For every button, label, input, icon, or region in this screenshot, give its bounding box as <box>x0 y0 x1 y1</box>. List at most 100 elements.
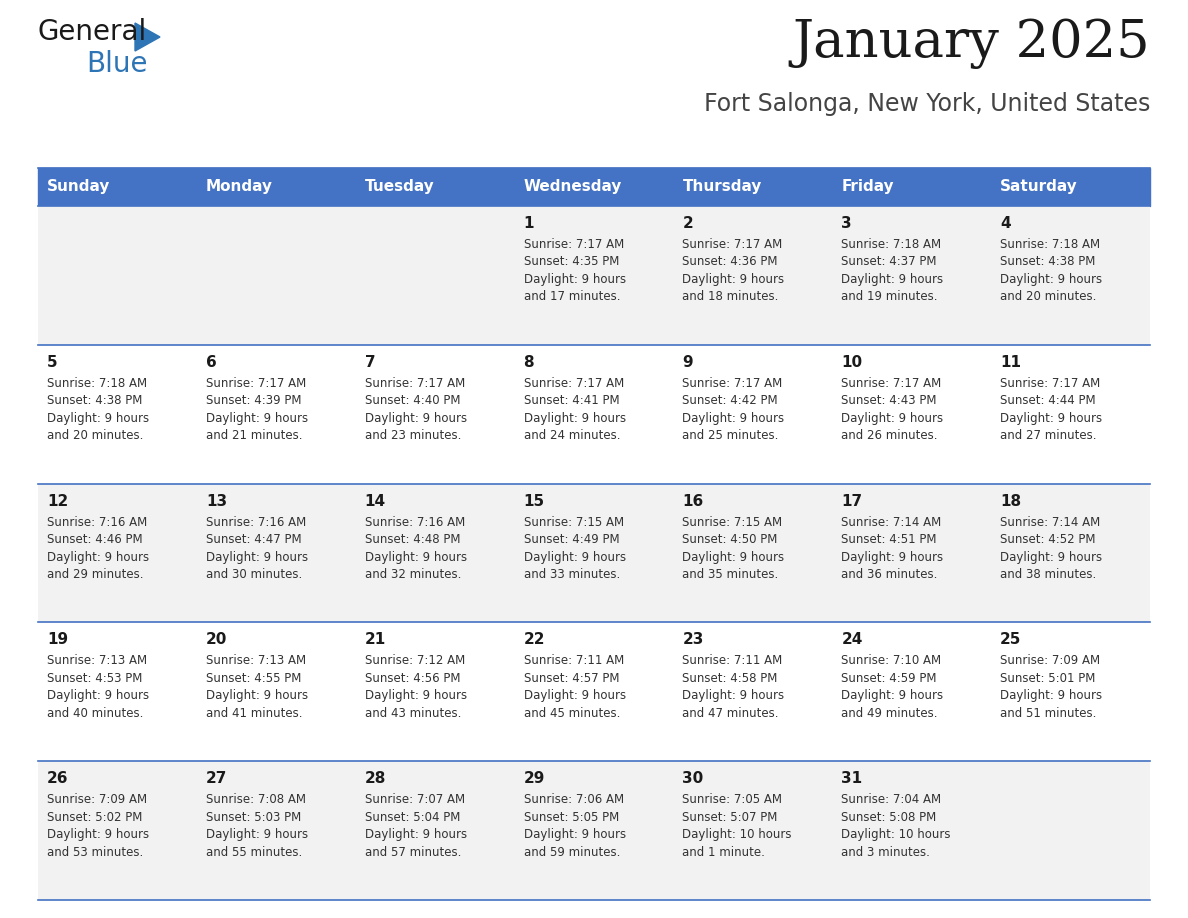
Text: 25: 25 <box>1000 633 1022 647</box>
Text: Daylight: 10 hours: Daylight: 10 hours <box>841 828 950 841</box>
Text: and 36 minutes.: and 36 minutes. <box>841 568 937 581</box>
Text: and 59 minutes.: and 59 minutes. <box>524 845 620 858</box>
Text: Sunrise: 7:17 AM: Sunrise: 7:17 AM <box>524 376 624 390</box>
Text: 14: 14 <box>365 494 386 509</box>
Text: Sunset: 4:39 PM: Sunset: 4:39 PM <box>206 395 302 408</box>
Polygon shape <box>135 23 160 51</box>
Text: 9: 9 <box>682 354 693 370</box>
Text: and 1 minute.: and 1 minute. <box>682 845 765 858</box>
Text: Sunrise: 7:18 AM: Sunrise: 7:18 AM <box>841 238 941 251</box>
Text: and 43 minutes.: and 43 minutes. <box>365 707 461 720</box>
Text: Sunrise: 7:16 AM: Sunrise: 7:16 AM <box>48 516 147 529</box>
Text: and 20 minutes.: and 20 minutes. <box>48 430 144 442</box>
Text: Sunset: 4:38 PM: Sunset: 4:38 PM <box>1000 255 1095 268</box>
Text: and 53 minutes.: and 53 minutes. <box>48 845 144 858</box>
Text: Sunset: 4:49 PM: Sunset: 4:49 PM <box>524 533 619 546</box>
Text: and 47 minutes.: and 47 minutes. <box>682 707 779 720</box>
Text: Sunset: 4:38 PM: Sunset: 4:38 PM <box>48 395 143 408</box>
Text: Sunset: 4:58 PM: Sunset: 4:58 PM <box>682 672 778 685</box>
Text: Sunset: 5:07 PM: Sunset: 5:07 PM <box>682 811 778 823</box>
Text: Daylight: 9 hours: Daylight: 9 hours <box>524 828 626 841</box>
Text: and 55 minutes.: and 55 minutes. <box>206 845 302 858</box>
Text: Sunset: 5:03 PM: Sunset: 5:03 PM <box>206 811 301 823</box>
Text: Sunset: 5:04 PM: Sunset: 5:04 PM <box>365 811 460 823</box>
Text: 6: 6 <box>206 354 216 370</box>
Bar <box>197 168 355 206</box>
Text: Sunrise: 7:09 AM: Sunrise: 7:09 AM <box>48 793 147 806</box>
Text: Daylight: 9 hours: Daylight: 9 hours <box>841 689 943 702</box>
Text: and 20 minutes.: and 20 minutes. <box>1000 290 1097 304</box>
Text: and 41 minutes.: and 41 minutes. <box>206 707 303 720</box>
Text: Sunrise: 7:15 AM: Sunrise: 7:15 AM <box>524 516 624 529</box>
Text: 4: 4 <box>1000 216 1011 231</box>
Text: 7: 7 <box>365 354 375 370</box>
Text: 3: 3 <box>841 216 852 231</box>
Text: and 19 minutes.: and 19 minutes. <box>841 290 937 304</box>
Text: 31: 31 <box>841 771 862 786</box>
Bar <box>38 168 197 206</box>
Text: Daylight: 9 hours: Daylight: 9 hours <box>48 689 150 702</box>
Text: and 38 minutes.: and 38 minutes. <box>1000 568 1097 581</box>
Text: Daylight: 9 hours: Daylight: 9 hours <box>524 273 626 286</box>
Text: Sunrise: 7:16 AM: Sunrise: 7:16 AM <box>206 516 307 529</box>
Text: 5: 5 <box>48 354 58 370</box>
Text: Saturday: Saturday <box>1000 180 1078 195</box>
Bar <box>833 168 991 206</box>
Text: Daylight: 10 hours: Daylight: 10 hours <box>682 828 792 841</box>
Text: and 24 minutes.: and 24 minutes. <box>524 430 620 442</box>
Text: 24: 24 <box>841 633 862 647</box>
Text: Sunrise: 7:17 AM: Sunrise: 7:17 AM <box>1000 376 1100 390</box>
Text: Sunset: 5:01 PM: Sunset: 5:01 PM <box>1000 672 1095 685</box>
Text: Daylight: 9 hours: Daylight: 9 hours <box>1000 273 1102 286</box>
Text: Sunrise: 7:14 AM: Sunrise: 7:14 AM <box>841 516 942 529</box>
Text: and 45 minutes.: and 45 minutes. <box>524 707 620 720</box>
Text: 15: 15 <box>524 494 544 509</box>
Text: Sunrise: 7:10 AM: Sunrise: 7:10 AM <box>841 655 941 667</box>
Text: Sunrise: 7:12 AM: Sunrise: 7:12 AM <box>365 655 465 667</box>
Text: Daylight: 9 hours: Daylight: 9 hours <box>48 551 150 564</box>
Text: Sunrise: 7:18 AM: Sunrise: 7:18 AM <box>1000 238 1100 251</box>
Text: Sunrise: 7:09 AM: Sunrise: 7:09 AM <box>1000 655 1100 667</box>
Text: and 51 minutes.: and 51 minutes. <box>1000 707 1097 720</box>
Text: 23: 23 <box>682 633 703 647</box>
Text: Daylight: 9 hours: Daylight: 9 hours <box>1000 551 1102 564</box>
Text: Sunset: 4:36 PM: Sunset: 4:36 PM <box>682 255 778 268</box>
Text: Sunrise: 7:17 AM: Sunrise: 7:17 AM <box>682 238 783 251</box>
Text: Daylight: 9 hours: Daylight: 9 hours <box>48 828 150 841</box>
Text: Daylight: 9 hours: Daylight: 9 hours <box>206 689 308 702</box>
Text: Thursday: Thursday <box>682 180 762 195</box>
Text: 29: 29 <box>524 771 545 786</box>
Text: Sunrise: 7:15 AM: Sunrise: 7:15 AM <box>682 516 783 529</box>
Text: Sunset: 4:42 PM: Sunset: 4:42 PM <box>682 395 778 408</box>
Text: Sunset: 4:56 PM: Sunset: 4:56 PM <box>365 672 460 685</box>
Text: and 29 minutes.: and 29 minutes. <box>48 568 144 581</box>
Text: Daylight: 9 hours: Daylight: 9 hours <box>524 412 626 425</box>
Text: Daylight: 9 hours: Daylight: 9 hours <box>206 551 308 564</box>
Text: Sunset: 5:02 PM: Sunset: 5:02 PM <box>48 811 143 823</box>
Text: 20: 20 <box>206 633 227 647</box>
Text: Sunset: 4:53 PM: Sunset: 4:53 PM <box>48 672 143 685</box>
Text: Sunset: 4:52 PM: Sunset: 4:52 PM <box>1000 533 1095 546</box>
Text: Tuesday: Tuesday <box>365 180 435 195</box>
Bar <box>674 168 833 206</box>
Text: and 57 minutes.: and 57 minutes. <box>365 845 461 858</box>
Bar <box>38 484 1150 622</box>
Text: Sunrise: 7:17 AM: Sunrise: 7:17 AM <box>524 238 624 251</box>
Text: Sunrise: 7:17 AM: Sunrise: 7:17 AM <box>365 376 465 390</box>
Text: Daylight: 9 hours: Daylight: 9 hours <box>365 412 467 425</box>
Text: and 3 minutes.: and 3 minutes. <box>841 845 930 858</box>
Text: and 49 minutes.: and 49 minutes. <box>841 707 937 720</box>
Text: Daylight: 9 hours: Daylight: 9 hours <box>48 412 150 425</box>
Bar <box>38 345 1150 484</box>
Bar <box>38 206 1150 345</box>
Text: and 25 minutes.: and 25 minutes. <box>682 430 779 442</box>
Text: 2: 2 <box>682 216 693 231</box>
Text: Sunrise: 7:08 AM: Sunrise: 7:08 AM <box>206 793 305 806</box>
Text: Sunset: 4:59 PM: Sunset: 4:59 PM <box>841 672 937 685</box>
Text: Sunday: Sunday <box>48 180 110 195</box>
Text: 22: 22 <box>524 633 545 647</box>
Text: Monday: Monday <box>206 180 273 195</box>
Text: and 35 minutes.: and 35 minutes. <box>682 568 778 581</box>
Text: General: General <box>38 18 147 46</box>
Text: and 32 minutes.: and 32 minutes. <box>365 568 461 581</box>
